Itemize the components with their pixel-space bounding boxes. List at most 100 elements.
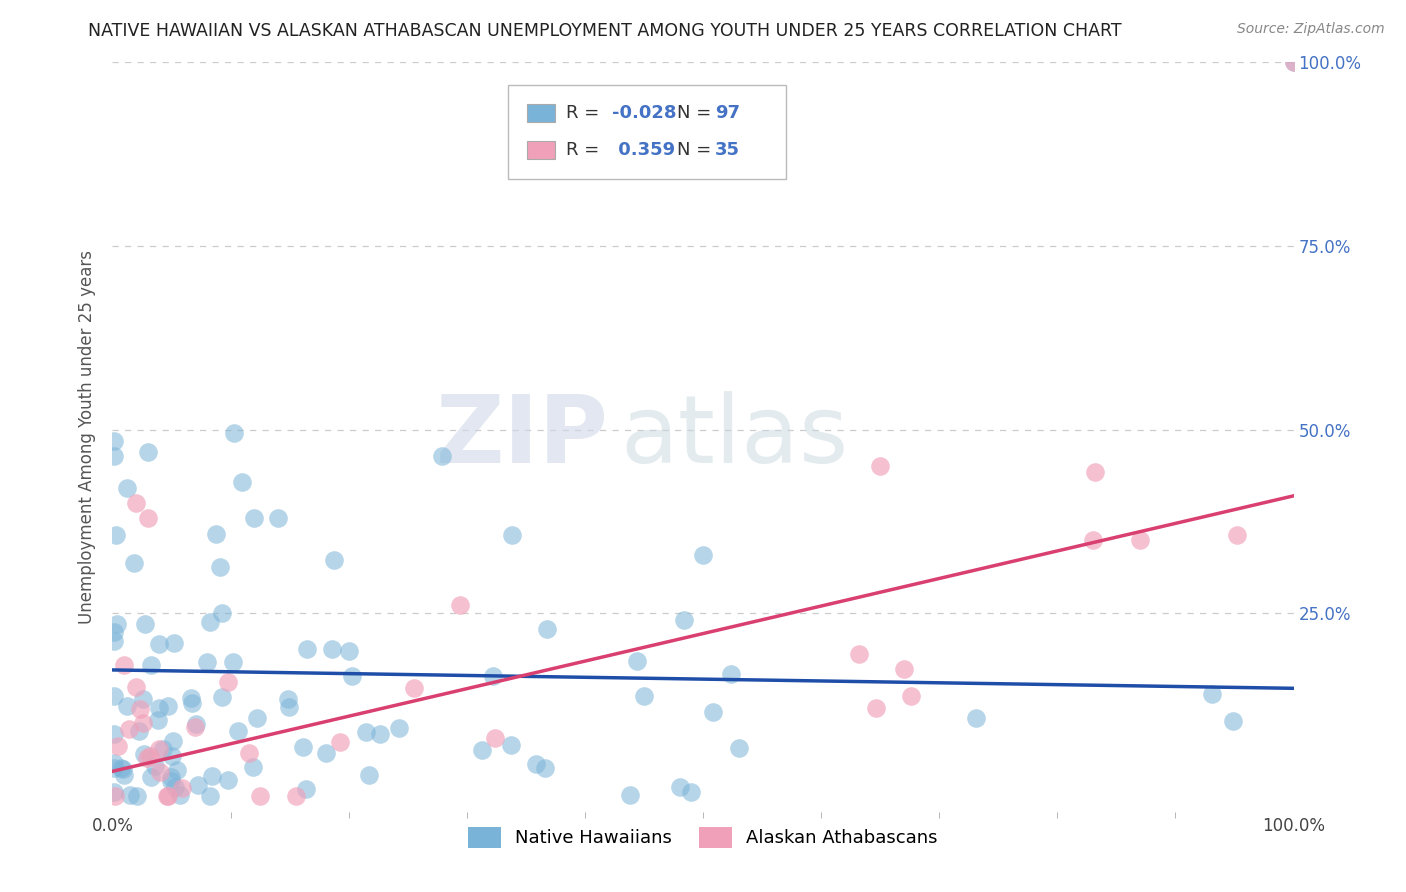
Point: [146, 713, 169, 727]
Point: [103, 785, 125, 799]
Point: [163, 780, 186, 794]
Point: [211, 606, 233, 620]
Legend: Native Hawaiians, Alaskan Athabascans: Native Hawaiians, Alaskan Athabascans: [461, 820, 945, 855]
Point: [231, 475, 253, 490]
Point: [125, 496, 148, 510]
Point: [156, 698, 179, 713]
Point: [148, 741, 170, 756]
Point: [673, 613, 696, 627]
Point: [242, 760, 264, 774]
Point: [160, 748, 183, 763]
Point: [103, 726, 125, 740]
Point: [226, 724, 249, 739]
Point: [893, 662, 915, 676]
Point: [285, 789, 308, 804]
Point: [107, 739, 129, 753]
Point: [103, 624, 125, 639]
Point: [337, 644, 360, 658]
Point: [187, 778, 209, 792]
Point: [128, 702, 150, 716]
Point: [128, 724, 150, 739]
Point: [315, 747, 337, 761]
Point: [619, 789, 641, 803]
Point: [103, 689, 125, 703]
Point: [217, 773, 239, 788]
Point: [217, 674, 239, 689]
Point: [181, 696, 204, 710]
Point: [132, 716, 155, 731]
Point: [869, 459, 891, 474]
Point: [388, 721, 411, 735]
Point: [149, 765, 172, 780]
Point: [277, 700, 299, 714]
Point: [135, 751, 157, 765]
Point: [112, 657, 135, 672]
Point: [105, 616, 128, 631]
Point: [1129, 533, 1152, 547]
Text: 0.359: 0.359: [612, 141, 675, 159]
Point: [865, 700, 887, 714]
Point: [246, 711, 269, 725]
Point: [340, 669, 363, 683]
Point: [900, 689, 922, 703]
Point: [222, 426, 245, 441]
Point: [449, 599, 471, 613]
Point: [359, 767, 381, 781]
Point: [267, 511, 290, 525]
Point: [169, 788, 191, 802]
Point: [112, 762, 135, 776]
Point: [633, 689, 655, 703]
Point: [201, 769, 224, 783]
Y-axis label: Unemployment Among Youth under 25 years: Unemployment Among Youth under 25 years: [77, 250, 96, 624]
Point: [1201, 687, 1223, 701]
Point: [1081, 533, 1104, 547]
Point: [323, 553, 346, 567]
Text: R =: R =: [567, 103, 605, 121]
Text: N =: N =: [678, 141, 717, 159]
Point: [136, 444, 159, 458]
Point: [136, 511, 159, 525]
Point: [166, 763, 188, 777]
Point: [156, 789, 179, 804]
Point: [1222, 714, 1244, 728]
Point: [481, 669, 503, 683]
Point: [195, 655, 218, 669]
Point: [157, 789, 180, 804]
Point: [277, 692, 299, 706]
Point: [124, 556, 146, 570]
Point: [141, 657, 163, 672]
Text: atlas: atlas: [620, 391, 849, 483]
Point: [848, 647, 870, 661]
Point: [180, 690, 202, 705]
Point: [159, 770, 181, 784]
Point: [118, 788, 141, 802]
Point: [1226, 527, 1249, 541]
Point: [238, 746, 260, 760]
Point: [104, 528, 127, 542]
Point: [534, 761, 557, 775]
Point: [103, 434, 125, 448]
FancyBboxPatch shape: [508, 85, 786, 178]
Point: [184, 720, 207, 734]
Point: [170, 781, 193, 796]
Point: [524, 757, 547, 772]
Point: [243, 511, 266, 525]
Point: [501, 528, 523, 542]
Point: [430, 450, 453, 464]
Point: [198, 615, 221, 629]
Text: N =: N =: [678, 103, 717, 121]
Point: [221, 655, 243, 669]
Point: [148, 637, 170, 651]
Point: [370, 727, 392, 741]
Point: [112, 768, 135, 782]
Point: [1084, 465, 1107, 479]
Point: [679, 785, 702, 799]
Point: [291, 739, 314, 754]
Point: [184, 716, 207, 731]
Point: [669, 780, 692, 795]
Point: [198, 789, 221, 804]
Point: [294, 782, 316, 797]
Point: [104, 789, 127, 804]
Point: [702, 706, 724, 720]
Point: [249, 789, 271, 804]
